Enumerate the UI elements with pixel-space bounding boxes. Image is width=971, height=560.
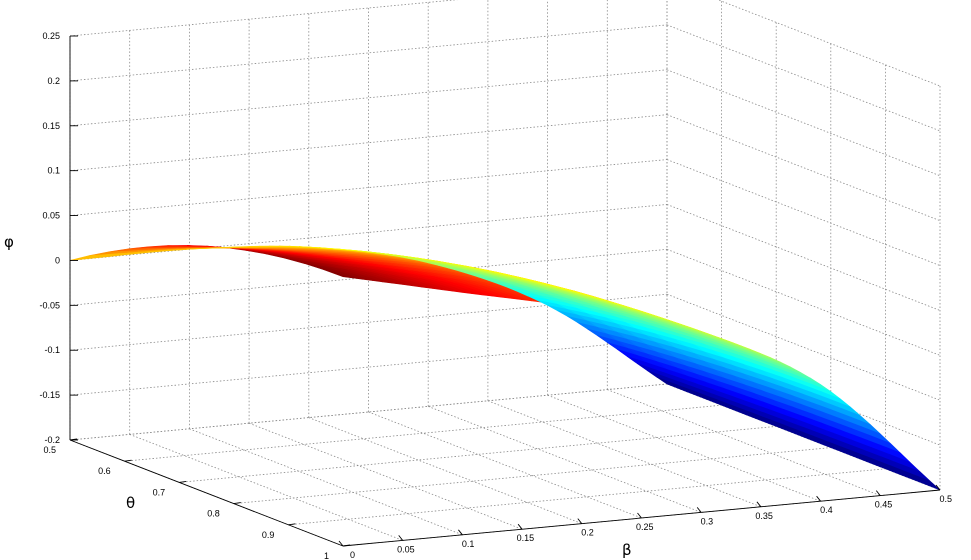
y-tick-label: 0.5 bbox=[43, 445, 56, 455]
grid-line bbox=[248, 422, 523, 530]
y-tick-label: 0.6 bbox=[98, 466, 111, 476]
x-tick-mark bbox=[756, 501, 762, 508]
grid-line bbox=[428, 406, 702, 513]
grid-line bbox=[717, 0, 941, 87]
x-tick-mark bbox=[637, 512, 642, 519]
x-tick-label: 0.25 bbox=[636, 522, 654, 532]
y-axis-line bbox=[69, 439, 344, 547]
grid-line bbox=[308, 417, 582, 524]
x-tick-label: 0.3 bbox=[701, 516, 714, 526]
grid-line bbox=[666, 114, 941, 222]
z-tick-label: 0.25 bbox=[42, 31, 60, 41]
y-tick-label: 0.9 bbox=[262, 530, 275, 540]
surface-patch bbox=[656, 377, 687, 392]
z-tick-label: 0.05 bbox=[42, 211, 60, 221]
z-tick-label: 0.15 bbox=[42, 121, 60, 131]
x-tick-mark bbox=[875, 490, 881, 496]
y-tick-mark bbox=[69, 438, 78, 441]
y-tick-mark bbox=[124, 459, 132, 462]
x-tick-label: 0.35 bbox=[755, 511, 773, 521]
x-tick-mark bbox=[935, 484, 941, 491]
grid-line bbox=[487, 400, 762, 508]
x-tick-label: 0.45 bbox=[875, 500, 893, 510]
y-tick-mark bbox=[342, 544, 351, 547]
z-tick-label: 0.2 bbox=[47, 76, 60, 86]
grid-line bbox=[69, 0, 459, 37]
grid-line bbox=[179, 426, 777, 483]
grid-line bbox=[666, 159, 941, 266]
surface-patch bbox=[910, 473, 941, 491]
grid-line bbox=[666, 69, 941, 177]
grid-line bbox=[189, 428, 463, 536]
x-tick-label: 0.15 bbox=[517, 533, 535, 543]
y-tick-label: 0.7 bbox=[153, 487, 166, 497]
x-tick-label: 0.1 bbox=[462, 539, 475, 549]
y-tick-mark bbox=[233, 502, 241, 505]
z-tick-label: 0.1 bbox=[47, 166, 60, 176]
x-tick-label: 0.4 bbox=[820, 505, 833, 515]
y-tick-label: 1 bbox=[324, 551, 329, 560]
z-axis-label: φ bbox=[4, 233, 14, 251]
grid-lines bbox=[69, 0, 941, 547]
z-tick-label: -0.1 bbox=[44, 345, 60, 355]
z-tick-label: -0.2 bbox=[44, 435, 60, 445]
x-tick-mark bbox=[338, 540, 344, 547]
x-tick-mark bbox=[816, 495, 821, 502]
grid-line bbox=[666, 24, 941, 132]
x-tick-label: 0.5 bbox=[939, 494, 952, 504]
grid-line bbox=[288, 468, 886, 526]
grid-line bbox=[368, 411, 642, 519]
y-tick-mark bbox=[288, 523, 296, 526]
grid-line bbox=[124, 404, 722, 462]
z-tick-label: 0 bbox=[55, 255, 60, 265]
x-tick-mark bbox=[696, 507, 702, 513]
y-tick-mark bbox=[179, 480, 187, 483]
y-axis-label: θ bbox=[126, 494, 135, 512]
x-tick-mark bbox=[398, 535, 404, 541]
axis-labels: φ θ β bbox=[4, 233, 632, 559]
x-tick-mark bbox=[577, 518, 583, 524]
z-tick-label: -0.15 bbox=[39, 390, 60, 400]
surface bbox=[69, 245, 941, 491]
tick-labels: -0.2 -0.15 -0.1 -0.05 0 0.05 0.1 0.15 0.2 0.25 0.5… bbox=[39, 31, 952, 560]
grid-line bbox=[129, 434, 403, 541]
x-tick-label: 0.05 bbox=[397, 544, 415, 554]
grid-line bbox=[666, 204, 941, 311]
x-tick-label: 0.2 bbox=[581, 528, 594, 538]
x-axis-label: β bbox=[622, 541, 632, 559]
x-tick-label: 0 bbox=[350, 550, 355, 560]
x-tick-mark bbox=[458, 529, 463, 536]
x-tick-mark bbox=[517, 523, 523, 530]
y-tick-label: 0.8 bbox=[207, 509, 220, 519]
z-tick-label: -0.05 bbox=[39, 300, 60, 310]
